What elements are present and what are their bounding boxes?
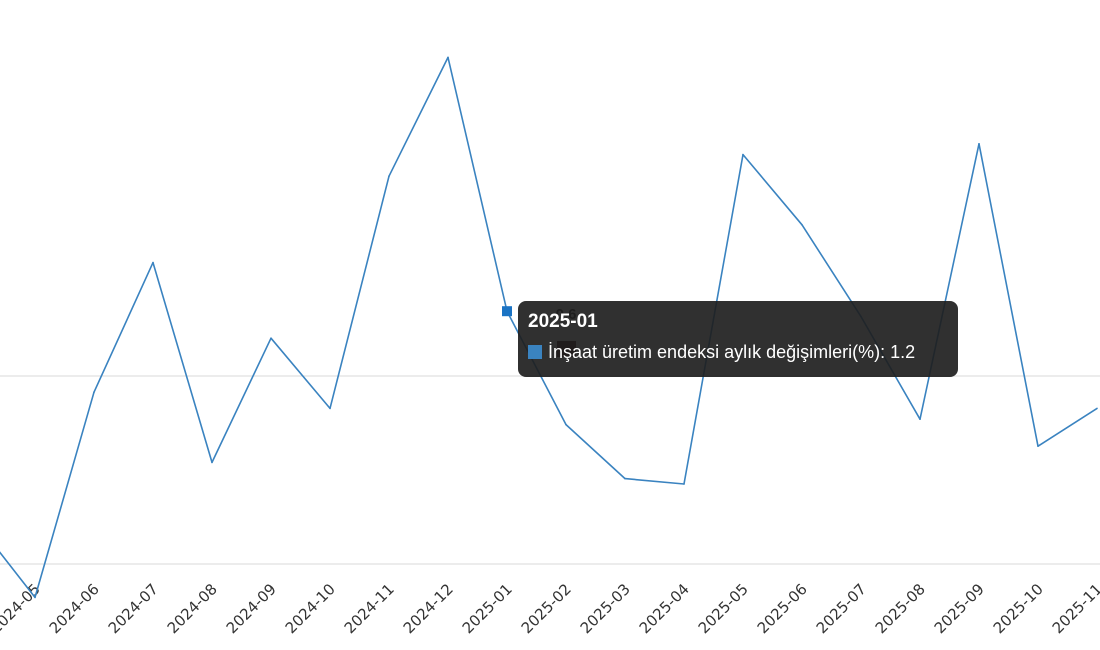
hover-point-marker <box>502 306 512 317</box>
series-line-segment <box>34 391 95 599</box>
series-line-segment <box>0 551 36 599</box>
x-axis-ticks: 2024-05 2024-06 2024-07 2024-08 2024-09 2024-… <box>0 580 1100 637</box>
x-tick-label: 2024-09 <box>223 580 280 637</box>
tooltip-row: İnşaat üretim endeksi aylık değişimleri(… <box>528 341 948 363</box>
x-tick-label: 2025-07 <box>813 580 870 637</box>
series-line-segment <box>624 477 685 485</box>
series-line-segment <box>93 261 154 394</box>
x-tick-label: 2025-02 <box>518 580 575 637</box>
tooltip-series-swatch <box>528 345 542 359</box>
x-tick-label: 2024-11 <box>341 580 398 637</box>
x-tick-label: 2025-05 <box>695 580 752 637</box>
tooltip-value: 1.2 <box>890 342 916 362</box>
tooltip-separator: : <box>880 342 891 362</box>
x-tick-label: 2025-03 <box>577 580 634 637</box>
tooltip-series-label: İnşaat üretim endeksi aylık değişimleri(… <box>548 342 881 362</box>
series-line-segment <box>211 337 272 464</box>
x-tick-label: 2025-11 <box>1049 580 1100 637</box>
x-tick-label: 2025-04 <box>636 580 693 637</box>
x-tick-label: 2024-07 <box>105 580 162 637</box>
tooltip-title: 2025-01 <box>528 311 598 332</box>
x-tick-label: 2024-12 <box>400 580 457 637</box>
chart-tooltip: 2025-01 İnşaat üretim endeksi aylık deği… <box>518 301 958 377</box>
x-tick-label: 2024-10 <box>282 580 339 637</box>
x-tick-label: 2024-06 <box>46 580 103 637</box>
x-tick-label: 2025-01 <box>459 580 516 637</box>
x-tick-label: 2025-09 <box>931 580 988 637</box>
x-tick-label: 2025-06 <box>754 580 811 637</box>
series-line-segment <box>329 175 390 410</box>
x-tick-label: 2025-10 <box>990 580 1047 637</box>
series-line-segment <box>388 56 449 177</box>
x-tick-label: 2025-08 <box>872 580 929 637</box>
series-line-segment <box>565 423 626 480</box>
series-line-segment <box>447 56 508 313</box>
series-line-segment <box>978 143 1039 448</box>
x-tick-label: 2024-08 <box>164 580 221 637</box>
series-line-segment <box>152 261 213 464</box>
series-line-segment <box>919 143 980 421</box>
series-line-segment <box>270 337 331 410</box>
series-line-segment <box>742 153 803 226</box>
series-line-segment <box>1037 407 1098 448</box>
